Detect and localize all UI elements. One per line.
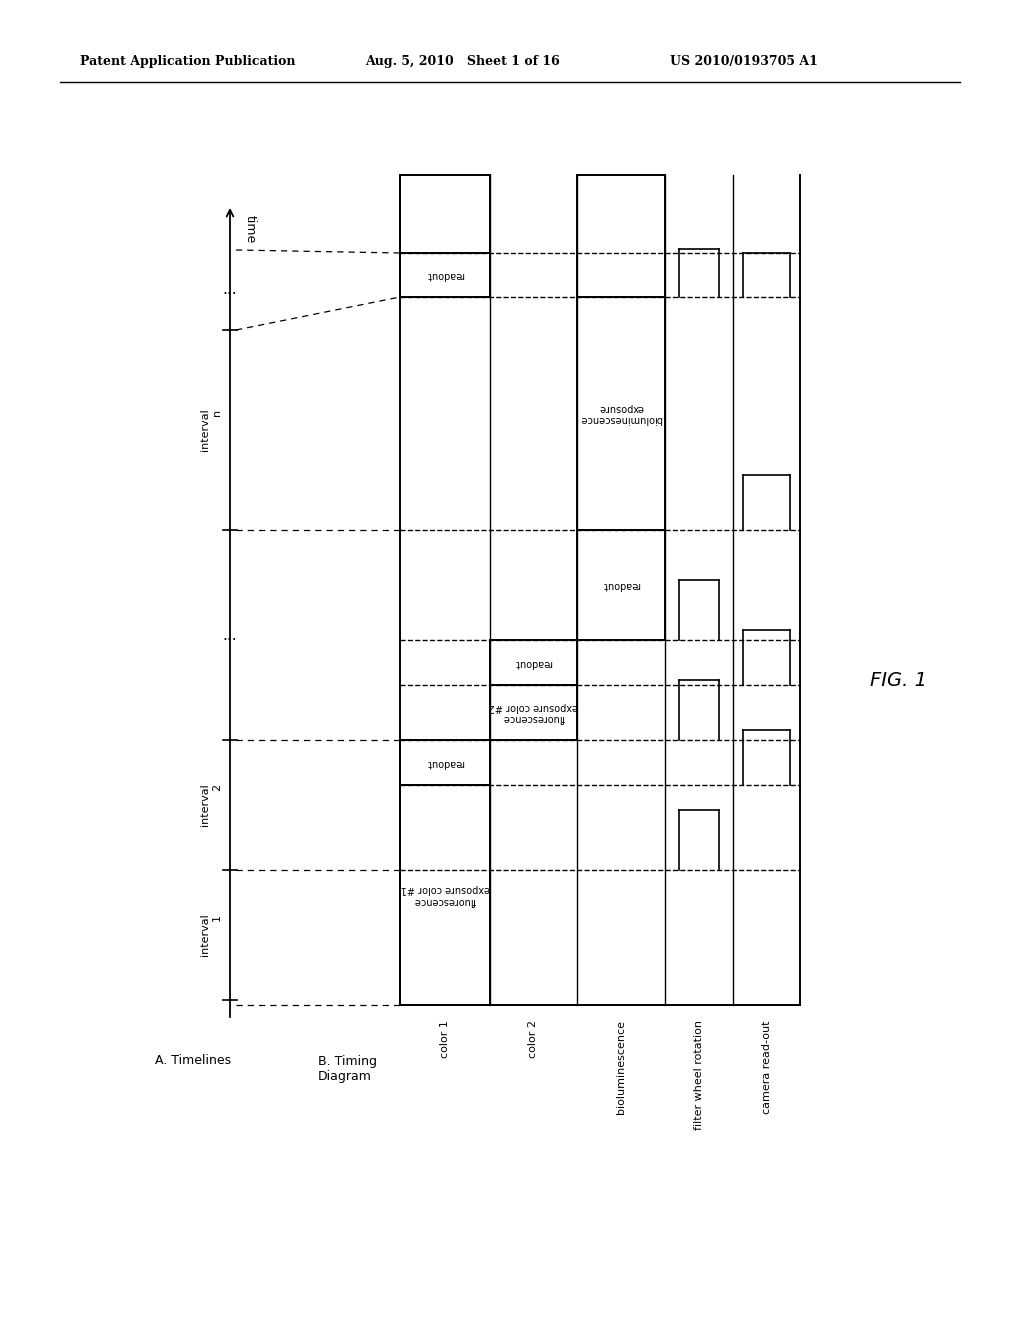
Text: US 2010/0193705 A1: US 2010/0193705 A1 (670, 55, 818, 69)
Text: bioluminescence: bioluminescence (616, 1020, 626, 1114)
Text: B. Timing
Diagram: B. Timing Diagram (318, 1055, 377, 1082)
Text: interval
n: interval n (201, 409, 222, 451)
Text: time: time (244, 215, 257, 243)
Text: fluorescence
exposure color #1: fluorescence exposure color #1 (400, 884, 489, 906)
Text: color 2: color 2 (528, 1020, 539, 1059)
Text: Aug. 5, 2010   Sheet 1 of 16: Aug. 5, 2010 Sheet 1 of 16 (365, 55, 560, 69)
Text: fluorescence
exposure color #2: fluorescence exposure color #2 (488, 702, 579, 723)
Text: readout: readout (602, 579, 640, 590)
Text: readout: readout (515, 657, 552, 668)
Text: filter wheel rotation: filter wheel rotation (694, 1020, 705, 1130)
Text: FIG. 1: FIG. 1 (870, 671, 927, 689)
Text: camera read-out: camera read-out (762, 1020, 771, 1114)
Text: color 1: color 1 (440, 1020, 450, 1057)
Text: bioluminescence
exposure: bioluminescence exposure (580, 403, 663, 424)
Text: interval
1: interval 1 (201, 913, 222, 957)
Text: interval
2: interval 2 (201, 784, 222, 826)
Text: readout: readout (426, 271, 464, 280)
Text: A. Timelines: A. Timelines (155, 1053, 231, 1067)
Text: ...: ... (222, 282, 238, 297)
Text: readout: readout (426, 758, 464, 767)
Text: Patent Application Publication: Patent Application Publication (80, 55, 296, 69)
Text: ...: ... (222, 627, 238, 643)
